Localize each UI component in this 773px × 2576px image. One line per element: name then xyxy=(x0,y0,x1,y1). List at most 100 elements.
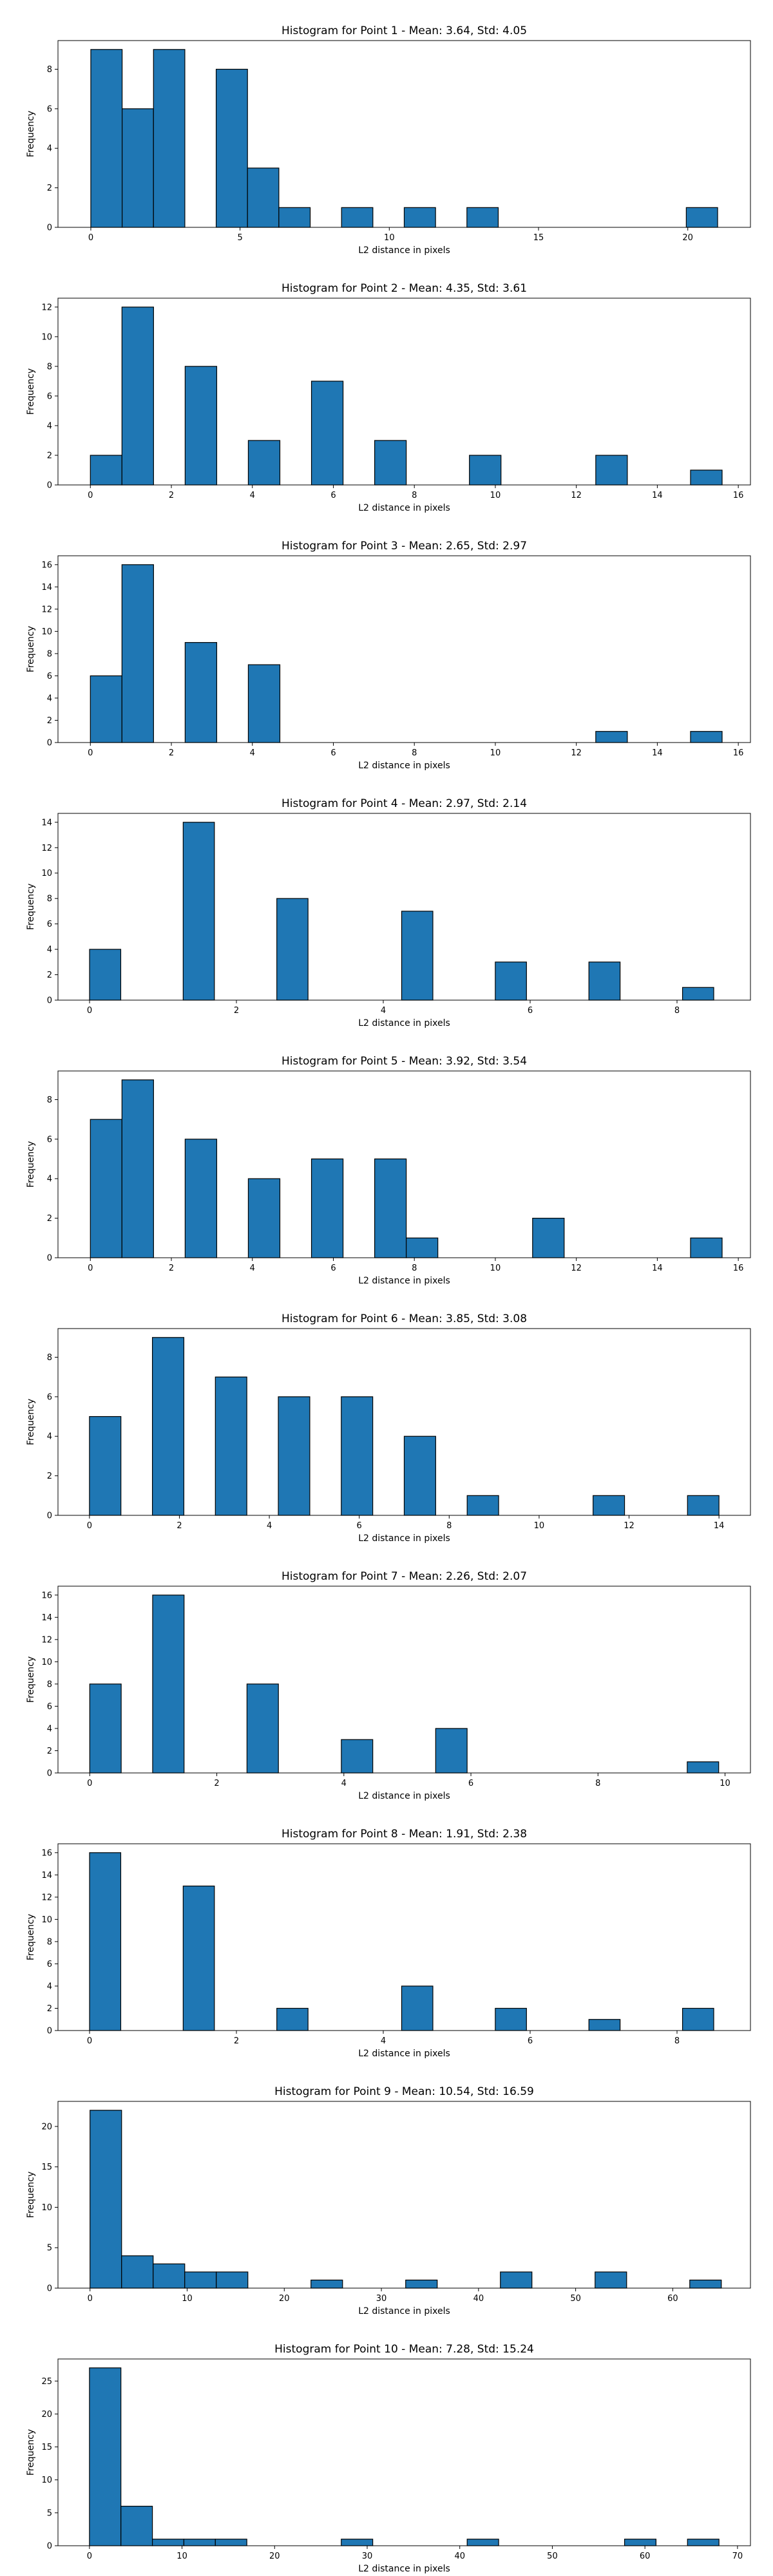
x-tick-label: 30 xyxy=(376,2294,387,2304)
chart-7: Histogram for Point 7 - Mean: 2.26, Std:… xyxy=(26,1570,751,1801)
x-axis-label: L2 distance in pixels xyxy=(358,503,450,513)
y-tick-label: 0 xyxy=(47,1769,52,1779)
histogram-bar xyxy=(495,961,527,1001)
y-tick-label: 12 xyxy=(41,844,52,853)
histogram-bar xyxy=(151,1337,185,1516)
y-tick-label: 20 xyxy=(41,2410,52,2420)
x-tick-label: 70 xyxy=(732,2552,743,2561)
y-tick-label: 15 xyxy=(41,2163,52,2172)
histogram-bar xyxy=(215,2539,247,2546)
y-tick-label: 10 xyxy=(41,332,52,342)
x-tick-label: 6 xyxy=(528,1006,533,1016)
x-tick-label: 12 xyxy=(571,748,582,758)
x-tick-label: 4 xyxy=(250,1264,255,1273)
x-tick-label: 4 xyxy=(250,491,255,500)
histogram-bar xyxy=(689,2279,722,2289)
x-tick-label: 4 xyxy=(381,1006,386,1016)
x-tick-label: 0 xyxy=(87,2552,92,2561)
chart-title: Histogram for Point 3 - Mean: 2.65, Std:… xyxy=(282,540,527,553)
x-tick-label: 0 xyxy=(87,1779,92,1788)
y-tick-label: 5 xyxy=(47,2508,52,2518)
y-tick-label: 2 xyxy=(47,971,52,980)
y-tick-label: 0 xyxy=(47,2284,52,2294)
chart-title: Histogram for Point 6 - Mean: 3.85, Std:… xyxy=(282,1312,527,1325)
plot-frame xyxy=(57,1586,751,1774)
histogram-bar xyxy=(595,731,628,743)
x-tick-label: 8 xyxy=(412,748,417,758)
histogram-bar xyxy=(593,1495,625,1516)
histogram-bar xyxy=(90,49,123,228)
x-tick-label: 6 xyxy=(330,1264,336,1273)
histogram-bar xyxy=(153,2263,186,2289)
y-tick-label: 4 xyxy=(47,144,52,154)
histogram-bar xyxy=(184,1139,218,1258)
histogram-bar xyxy=(403,207,436,228)
chart-title: Histogram for Point 10 - Mean: 7.28, Std… xyxy=(274,2343,534,2356)
x-tick-label: 0 xyxy=(88,233,93,243)
x-tick-label: 15 xyxy=(533,233,544,243)
y-tick-label: 0 xyxy=(47,223,52,233)
x-tick-label: 0 xyxy=(87,1521,92,1531)
x-axis-label: L2 distance in pixels xyxy=(358,761,450,771)
histogram-bar xyxy=(184,642,218,743)
histogram-bar xyxy=(685,207,718,228)
x-tick-label: 14 xyxy=(714,1521,725,1531)
histogram-bar xyxy=(121,307,154,486)
chart-title: Histogram for Point 7 - Mean: 2.26, Std:… xyxy=(282,1570,527,1583)
histogram-bar xyxy=(278,207,311,228)
x-axis-label: L2 distance in pixels xyxy=(358,1791,450,1801)
y-tick-label: 2 xyxy=(47,184,52,193)
chart-title: Histogram for Point 8 - Mean: 1.91, Std:… xyxy=(282,1828,527,1841)
y-tick-label: 8 xyxy=(47,65,52,75)
y-tick-label: 10 xyxy=(41,1658,52,1667)
histogram-bar xyxy=(276,898,309,1001)
histogram-bar xyxy=(278,1396,310,1516)
histogram-bar xyxy=(153,49,186,228)
x-tick-label: 10 xyxy=(720,1779,730,1788)
y-tick-label: 6 xyxy=(47,1960,52,1969)
histogram-bar xyxy=(90,675,122,743)
x-tick-label: 10 xyxy=(534,1521,545,1531)
chart-title: Histogram for Point 9 - Mean: 10.54, Std… xyxy=(274,2085,534,2098)
y-tick-label: 4 xyxy=(47,1724,52,1734)
histogram-bar xyxy=(406,1237,439,1258)
histogram-bar xyxy=(466,1495,499,1516)
y-tick-label: 6 xyxy=(47,392,52,401)
x-axis-label: L2 distance in pixels xyxy=(358,2049,450,2059)
x-tick-label: 4 xyxy=(381,2036,386,2046)
chart-6: Histogram for Point 6 - Mean: 3.85, Std:… xyxy=(26,1312,751,1544)
x-tick-label: 4 xyxy=(267,1521,272,1531)
chart-10: Histogram for Point 10 - Mean: 7.28, Std… xyxy=(26,2343,751,2574)
x-tick-label: 6 xyxy=(357,1521,362,1531)
x-tick-label: 14 xyxy=(652,1264,663,1273)
histogram-bar xyxy=(151,2539,185,2546)
histogram-bar xyxy=(401,1985,434,2031)
histogram-bar xyxy=(588,961,621,1001)
y-tick-label: 16 xyxy=(41,1591,52,1600)
histogram-bar xyxy=(89,1683,122,1774)
histogram-bar xyxy=(690,469,723,486)
y-tick-label: 0 xyxy=(47,996,52,1006)
y-tick-label: 4 xyxy=(47,1982,52,1991)
y-tick-label: 4 xyxy=(47,945,52,955)
y-axis-label: Frequency xyxy=(26,1141,36,1188)
plot-frame xyxy=(57,1328,751,1516)
x-tick-label: 60 xyxy=(640,2552,651,2561)
x-tick-label: 8 xyxy=(412,491,417,500)
y-tick-label: 8 xyxy=(47,362,52,372)
y-tick-label: 8 xyxy=(47,1937,52,1947)
chart-title: Histogram for Point 5 - Mean: 3.92, Std:… xyxy=(282,1055,527,1068)
x-tick-label: 4 xyxy=(250,748,255,758)
y-tick-label: 12 xyxy=(41,1635,52,1645)
y-axis-label: Frequency xyxy=(26,1656,36,1703)
chart-4: Histogram for Point 4 - Mean: 2.97, Std:… xyxy=(26,797,751,1028)
histogram-bar xyxy=(215,1376,247,1516)
x-tick-label: 16 xyxy=(733,1264,744,1273)
histogram-bar xyxy=(500,2271,533,2289)
x-tick-label: 50 xyxy=(547,2552,558,2561)
y-tick-label: 0 xyxy=(47,1511,52,1521)
x-tick-label: 0 xyxy=(88,748,93,758)
x-tick-label: 5 xyxy=(238,233,243,243)
y-tick-label: 0 xyxy=(47,739,52,748)
